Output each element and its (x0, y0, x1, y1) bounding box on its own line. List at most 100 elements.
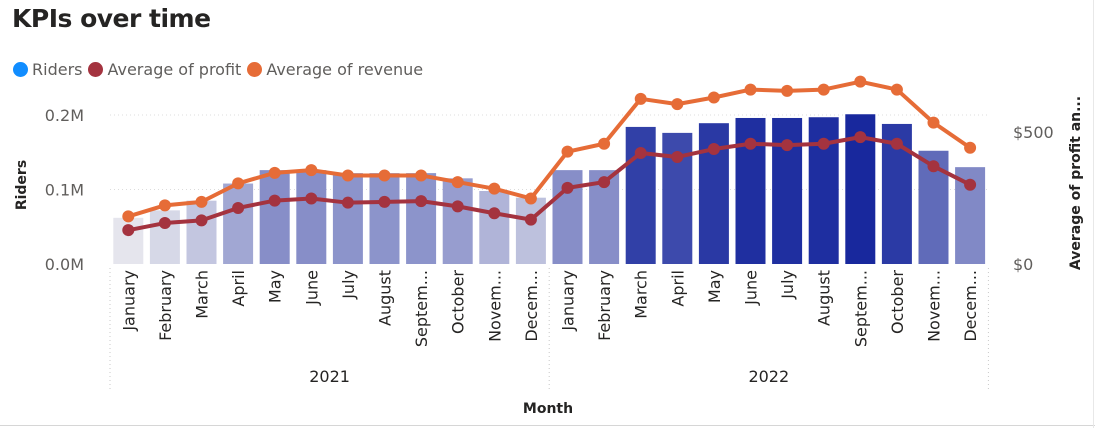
point-profit (451, 200, 464, 213)
point-profit (158, 217, 171, 230)
point-profit (341, 196, 354, 209)
point-revenue (634, 92, 647, 105)
y-tick-label: 0.1M (45, 181, 84, 200)
point-revenue (378, 169, 391, 182)
point-profit (598, 176, 611, 189)
point-profit (817, 137, 830, 150)
line-profit (127, 135, 972, 233)
point-revenue (415, 169, 428, 182)
point-revenue (854, 75, 867, 88)
bottom-border (0, 425, 1095, 426)
point-profit (964, 178, 977, 191)
point-profit (415, 195, 428, 208)
point-profit (195, 214, 208, 227)
point-profit (890, 137, 903, 150)
x-tick-label: February (156, 270, 175, 341)
point-revenue (890, 83, 903, 96)
bar-riders (515, 197, 546, 264)
x-tick-label: August (376, 270, 395, 326)
point-profit (488, 207, 501, 220)
bar-riders (296, 170, 327, 264)
chart-title: KPIs over time (12, 4, 211, 33)
point-profit (927, 160, 940, 173)
x-tick-label: Novem... (485, 270, 504, 342)
line-revenue (127, 79, 972, 219)
point-revenue (195, 195, 208, 208)
point-revenue (707, 91, 720, 104)
x-tick-label: August (815, 270, 834, 326)
point-revenue (598, 137, 611, 150)
point-revenue (964, 141, 977, 154)
point-profit (634, 147, 647, 159)
point-revenue (744, 83, 757, 96)
x-tick-label: April (229, 270, 248, 307)
y-tick-label: 0.2M (45, 106, 84, 125)
point-revenue (927, 116, 940, 129)
point-profit (305, 192, 318, 205)
legend-marker-revenue (247, 62, 263, 77)
point-revenue (122, 210, 135, 223)
x-tick-label: July (778, 270, 797, 300)
x-tick-label: May (705, 270, 724, 303)
point-revenue (561, 145, 574, 158)
bar-riders (259, 170, 290, 264)
legend-item-revenue[interactable]: Average of revenue (247, 60, 423, 79)
point-profit (268, 194, 281, 207)
chart-legend: Riders Average of profit Average of reve… (13, 60, 429, 79)
point-profit (561, 181, 574, 194)
point-revenue (158, 199, 171, 212)
x-tick-label: Septem... (412, 270, 431, 347)
legend-item-riders[interactable]: Riders (13, 60, 82, 79)
y-axis-title: Riders (14, 160, 30, 210)
x-tick-label: October (449, 270, 468, 334)
bar-riders (442, 178, 473, 264)
x-tick-label: January (119, 270, 138, 332)
bar-riders (369, 173, 400, 264)
legend-item-profit[interactable]: Average of profit (88, 60, 241, 79)
x-tick-label: June (302, 270, 321, 306)
bar-riders (332, 173, 363, 264)
right-border (1093, 0, 1094, 428)
x-tick-label: Decem... (522, 270, 541, 342)
y2-tick-label: $500 (1013, 123, 1054, 142)
x-tick-label: Septem... (851, 270, 870, 347)
point-profit (781, 139, 794, 152)
x-tick-label: Decem... (961, 270, 980, 342)
legend-marker-profit (88, 62, 104, 77)
point-revenue (488, 182, 501, 195)
point-profit (707, 143, 720, 156)
y-tick-label: 0.0M (45, 255, 84, 274)
point-profit (122, 224, 135, 237)
point-revenue (671, 98, 684, 111)
legend-label-revenue: Average of revenue (266, 60, 424, 79)
x-tick-label: October (888, 270, 907, 334)
legend-label-profit: Average of profit (107, 60, 242, 79)
bar-riders (186, 200, 217, 264)
y2-axis-title: Average of profit an... (1068, 96, 1084, 270)
point-profit (232, 201, 245, 214)
year-label: 2022 (748, 367, 789, 386)
bar-riders (223, 183, 254, 264)
point-revenue (268, 166, 281, 179)
x-tick-label: June (742, 270, 761, 306)
point-profit (854, 131, 867, 144)
x-tick-label: February (595, 270, 614, 341)
x-tick-label: March (193, 270, 212, 319)
point-revenue (232, 177, 245, 190)
point-profit (744, 137, 757, 150)
x-tick-label: March (632, 270, 651, 319)
point-profit (524, 213, 537, 226)
legend-label-riders: Riders (32, 60, 83, 79)
point-revenue (341, 169, 354, 182)
x-axis-title: Month (523, 401, 573, 417)
x-tick-label: January (559, 270, 578, 332)
y2-tick-label: $0 (1013, 255, 1033, 274)
x-tick-label: Novem... (925, 270, 944, 342)
point-profit (671, 150, 684, 163)
year-label: 2021 (309, 367, 350, 386)
x-tick-label: May (266, 270, 285, 303)
x-tick-label: July (339, 270, 358, 300)
point-revenue (781, 84, 794, 97)
legend-marker-riders (13, 62, 28, 77)
